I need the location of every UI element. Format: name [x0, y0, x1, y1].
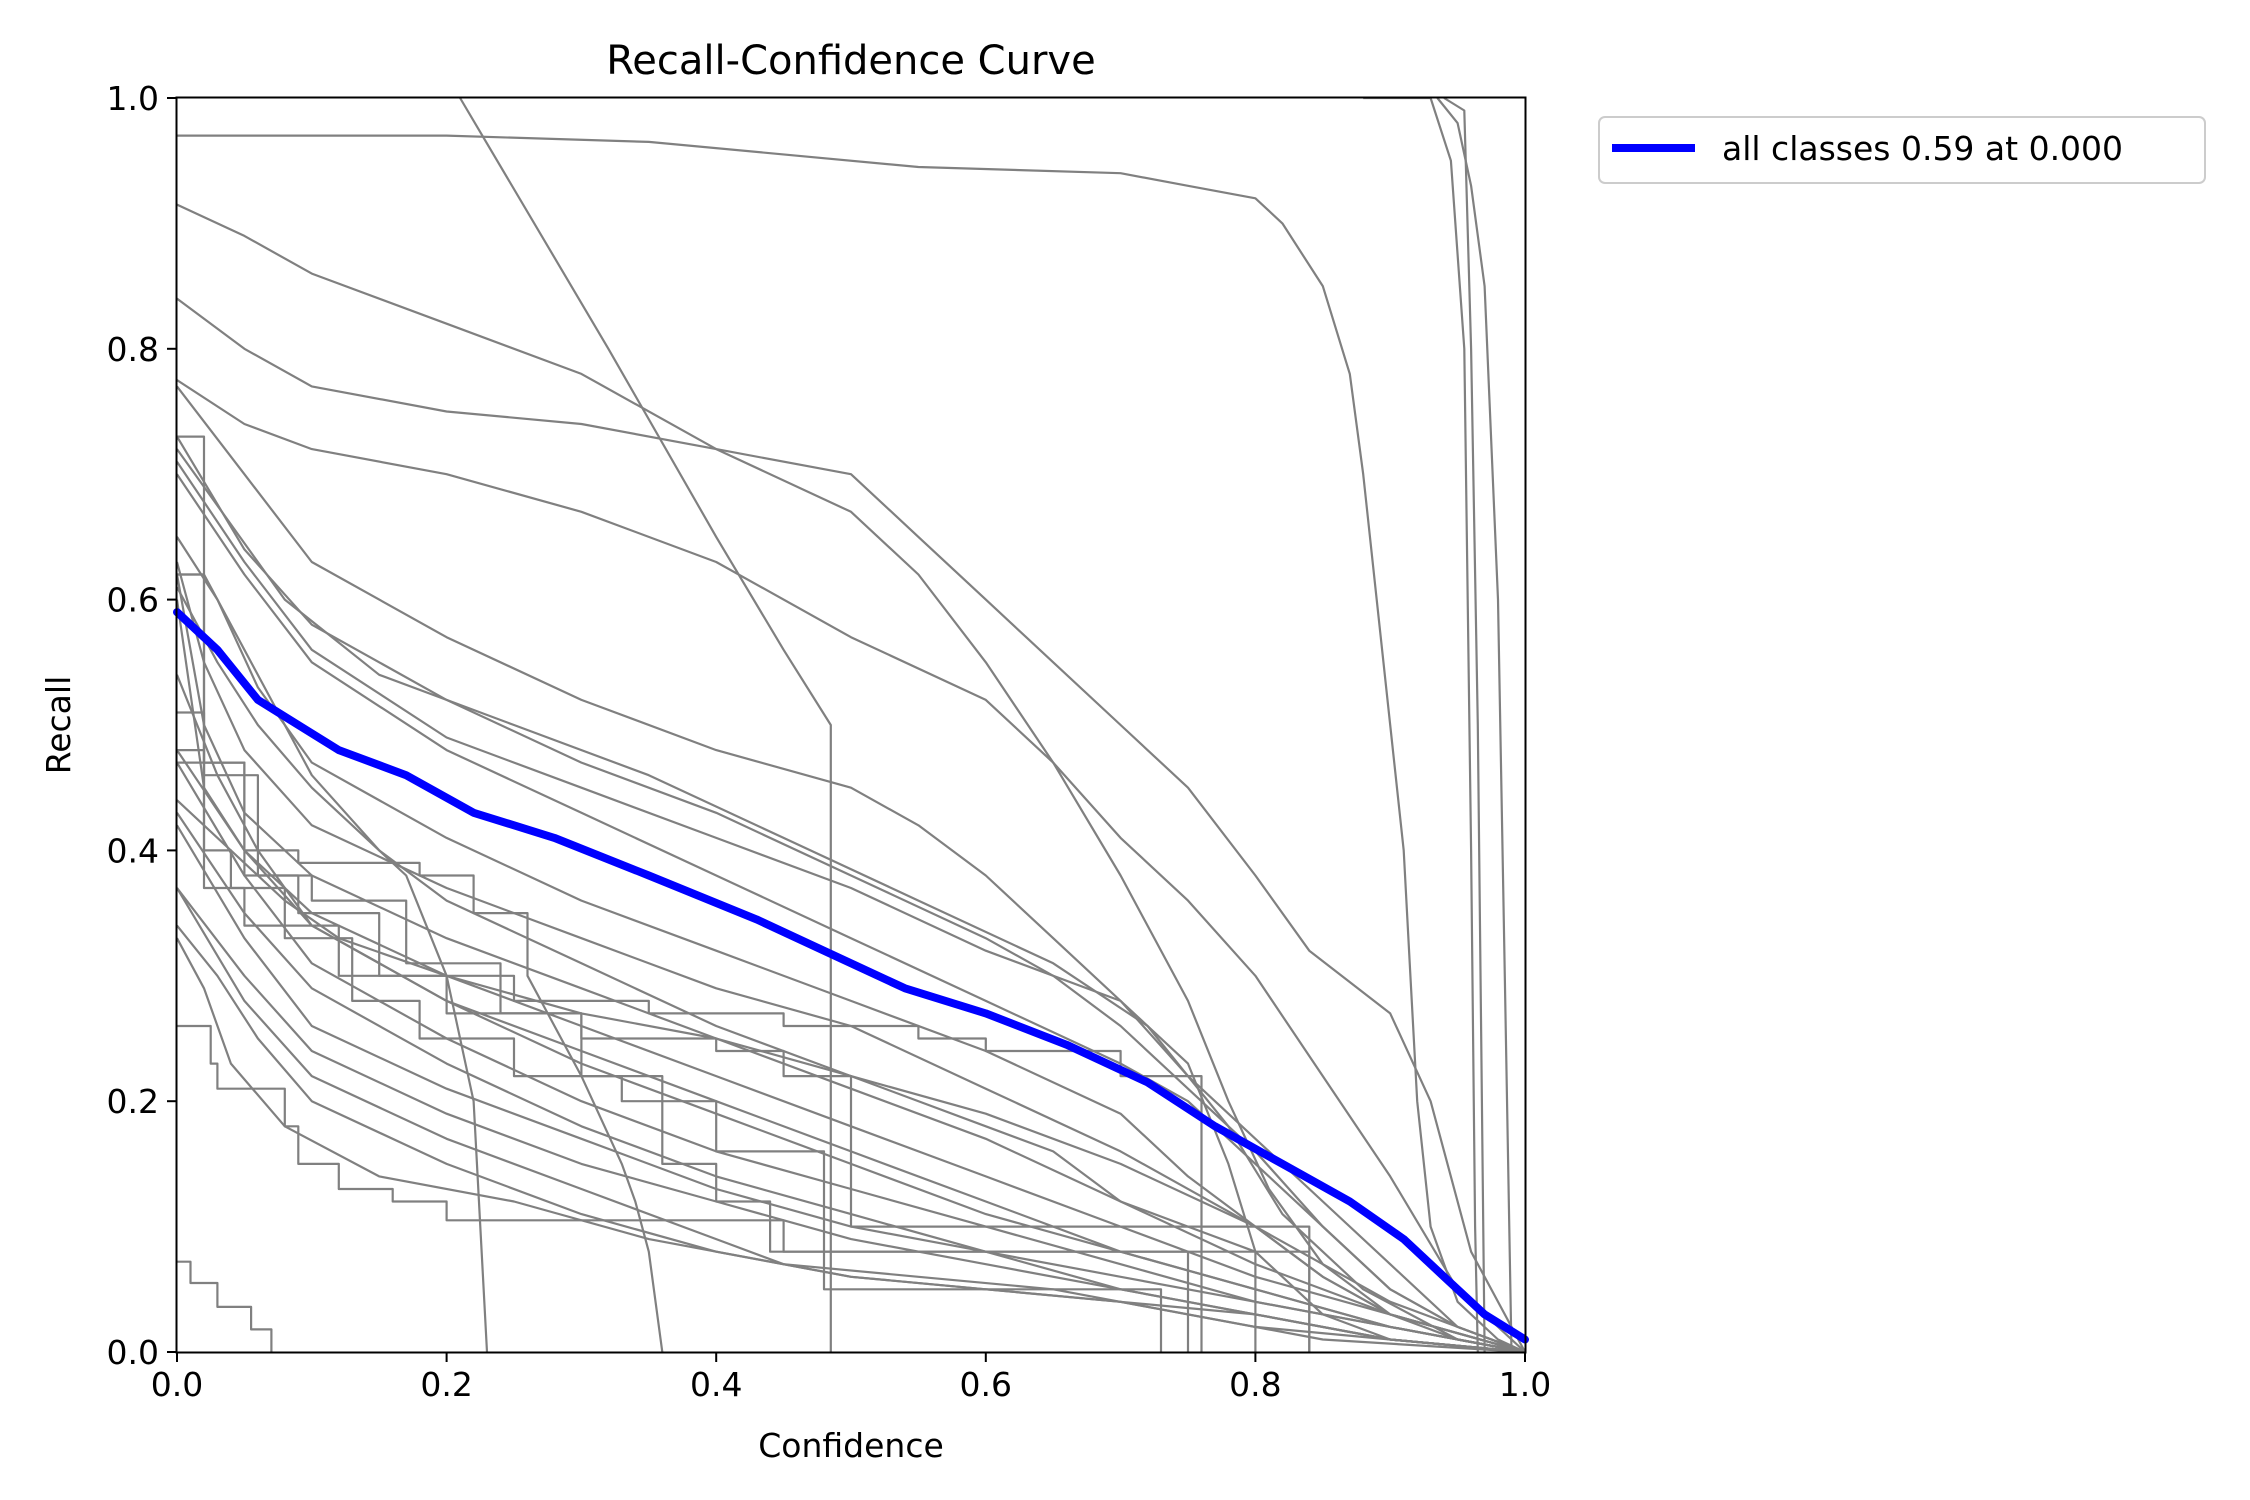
- class-curve-27: [177, 1024, 1190, 1352]
- class-curve-30: [177, 435, 489, 1353]
- x-tick-label: 0.8: [1229, 1365, 1281, 1404]
- all-classes-group: [173, 608, 1529, 1344]
- class-curve-15: [176, 749, 1526, 1354]
- x-tick-label: 0.6: [960, 1365, 1012, 1404]
- x-axis-title: Confidence: [758, 1426, 944, 1465]
- x-tick-label: 1.0: [1499, 1365, 1551, 1404]
- class-curve-24: [177, 573, 1311, 1352]
- class-curves-group: [175, 96, 1526, 1354]
- class-curve-32: [1443, 97, 1486, 1353]
- y-axis-ticks: 0.0 0.2 0.4 0.6 0.8 1.0: [107, 79, 177, 1372]
- x-tick-label: 0.2: [420, 1365, 472, 1404]
- legend-box: [1598, 116, 2206, 184]
- class-curve-26: [177, 749, 1163, 1352]
- class-curve-8: [176, 461, 1526, 1354]
- class-curve-29: [459, 97, 832, 1352]
- class-curve-31: [177, 1260, 273, 1352]
- all-classes-curve: [173, 608, 1529, 1344]
- x-tick-label: 0.0: [151, 1365, 203, 1404]
- x-axis-ticks: 0.0 0.2 0.4 0.6 0.8 1.0: [151, 1352, 1551, 1404]
- class-curve-3: [176, 297, 1526, 1353]
- legend-label-all-classes: all classes 0.59 at 0.000: [1722, 129, 2123, 168]
- class-curve-9: [176, 473, 1526, 1354]
- x-tick-label: 0.4: [690, 1365, 742, 1404]
- class-curve-5: [176, 385, 1526, 1354]
- class-curve-35: [176, 586, 1311, 1352]
- y-tick-label: 0.4: [107, 831, 159, 870]
- class-curve-36: [176, 799, 1526, 1354]
- class-curve-34: [1363, 96, 1479, 1353]
- class-curve-1: [177, 134, 1526, 1353]
- y-tick-label: 0.0: [107, 1333, 159, 1372]
- class-curve-33: [1436, 97, 1513, 1353]
- class-curve-28: [177, 761, 664, 1353]
- y-axis-title: Recall: [39, 676, 78, 774]
- plot-frame: [175, 96, 1527, 1354]
- legend: all classes 0.59 at 0.000: [1598, 116, 2206, 184]
- class-curve-25: [177, 711, 1257, 1352]
- class-curve-2: [176, 203, 1526, 1354]
- class-curve-17: [176, 812, 1526, 1354]
- y-tick-label: 0.8: [107, 330, 159, 369]
- class-curve-23: [177, 573, 1203, 1352]
- chart-title: Recall-Confidence Curve: [606, 38, 1095, 84]
- class-curve-7: [176, 448, 1526, 1354]
- class-curve-4: [176, 379, 1526, 1353]
- y-tick-label: 0.6: [107, 581, 159, 620]
- y-tick-label: 0.2: [107, 1082, 159, 1121]
- class-curve-11: [175, 561, 1526, 1354]
- y-tick-label: 1.0: [107, 79, 159, 118]
